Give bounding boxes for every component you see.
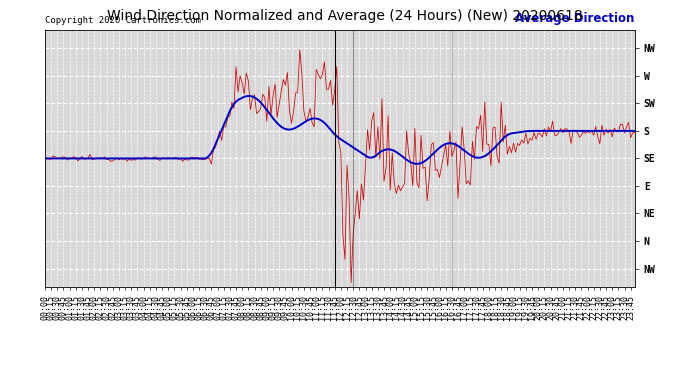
Text: Average Direction: Average Direction <box>515 12 635 25</box>
Text: Wind Direction Normalized and Average (24 Hours) (New) 20200618: Wind Direction Normalized and Average (2… <box>107 9 583 23</box>
Text: Copyright 2020 Cartronics.com: Copyright 2020 Cartronics.com <box>45 16 201 25</box>
